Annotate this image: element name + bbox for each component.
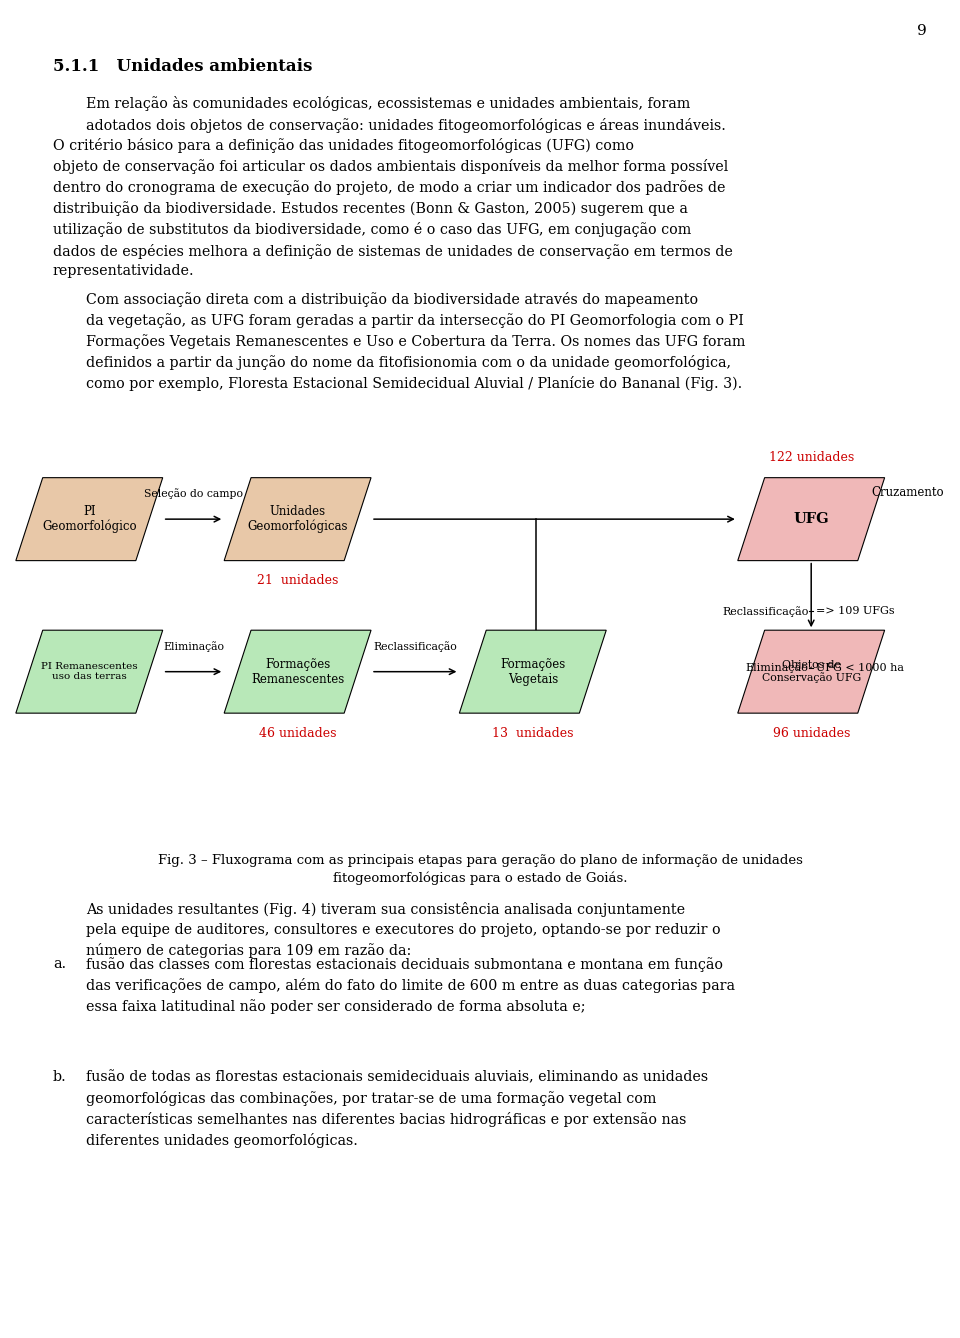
Text: Formações
Remanescentes: Formações Remanescentes (251, 658, 345, 685)
Text: As unidades resultantes (Fig. 4) tiveram sua consistência analisada conjuntament: As unidades resultantes (Fig. 4) tiveram… (86, 902, 721, 958)
Text: fusão de todas as florestas estacionais semideciduais aluviais, eliminando as un: fusão de todas as florestas estacionais … (86, 1070, 708, 1148)
Text: UFG: UFG (793, 512, 829, 526)
Text: 5.1.1   Unidades ambientais: 5.1.1 Unidades ambientais (53, 58, 312, 75)
Polygon shape (737, 630, 885, 713)
Text: Fig. 3 – Fluxograma com as principais etapas para geração do plano de informação: Fig. 3 – Fluxograma com as principais et… (157, 854, 803, 886)
Polygon shape (737, 478, 885, 561)
Polygon shape (15, 630, 162, 713)
Text: 96 unidades: 96 unidades (773, 727, 850, 740)
Text: b.: b. (53, 1070, 66, 1084)
Text: 9: 9 (917, 24, 926, 37)
Text: fusão das classes com florestas estacionais deciduais submontana e montana em fu: fusão das classes com florestas estacion… (86, 957, 735, 1014)
Text: Formações
Vegetais: Formações Vegetais (500, 658, 565, 685)
Text: UFG < 1000 ha: UFG < 1000 ha (816, 662, 904, 673)
Text: PI Remanescentes
uso das terras: PI Remanescentes uso das terras (41, 662, 137, 681)
Text: Seleção do campo: Seleção do campo (144, 488, 243, 499)
Text: PI
Geomorfológico: PI Geomorfológico (42, 504, 136, 534)
Polygon shape (224, 630, 371, 713)
Text: Eliminação: Eliminação (163, 641, 224, 652)
Text: 13  unidades: 13 unidades (492, 727, 573, 740)
Text: 122 unidades: 122 unidades (769, 451, 853, 464)
Text: O critério básico para a definição das unidades fitogeomorfológicas (UFG) como
o: O critério básico para a definição das u… (53, 138, 732, 278)
Text: Em relação às comunidades ecológicas, ecossistemas e unidades ambientais, foram
: Em relação às comunidades ecológicas, ec… (86, 96, 727, 132)
Text: Reclassificação: Reclassificação (722, 606, 808, 617)
Polygon shape (224, 478, 371, 561)
Polygon shape (459, 630, 607, 713)
Text: Com associação direta com a distribuição da biodiversidade através do mapeamento: Com associação direta com a distribuição… (86, 292, 746, 391)
Text: Cruzamento: Cruzamento (871, 486, 944, 499)
Text: 46 unidades: 46 unidades (259, 727, 336, 740)
Text: Objetos de
Conservação UFG: Objetos de Conservação UFG (761, 661, 861, 682)
Polygon shape (15, 478, 162, 561)
Text: a.: a. (53, 957, 66, 970)
Text: 21  unidades: 21 unidades (257, 574, 338, 587)
Text: => 109 UFGs: => 109 UFGs (816, 606, 895, 617)
Text: Eliminação: Eliminação (746, 662, 808, 673)
Text: Unidades
Geomorfológicas: Unidades Geomorfológicas (248, 504, 348, 534)
Text: Reclassificação: Reclassificação (373, 641, 457, 652)
